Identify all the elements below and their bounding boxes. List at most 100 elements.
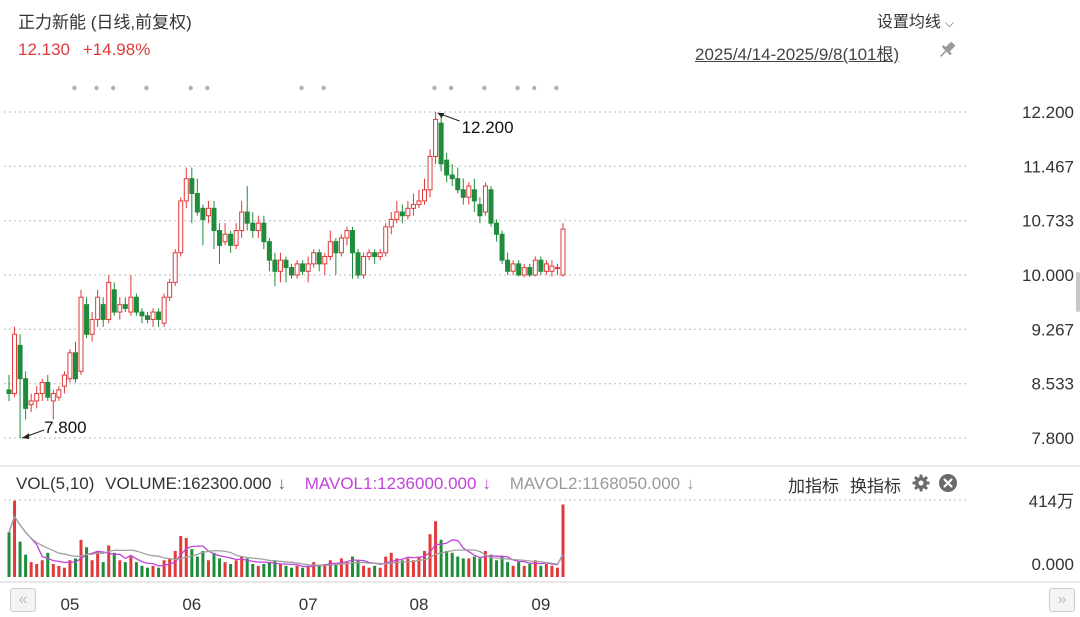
volume-bar [40,560,44,577]
volume-bar [483,550,487,577]
add-indicator-button[interactable]: 加指标 [788,477,839,496]
volume-bar [456,556,460,577]
chevron-right-icon: » [1057,591,1067,608]
candle-body [405,207,411,217]
x-tick-label: 07 [299,595,318,614]
volume-bar [85,547,89,577]
volume-bar [406,558,410,577]
candle-body [261,222,267,243]
volume-bar [450,552,454,577]
date-x-axis: 05 06 07 08 09 [60,595,550,614]
candle-body [383,226,389,254]
scroll-left-button[interactable]: « [10,588,36,612]
y-tick-label: 8.533 [1031,375,1074,394]
candle-body [516,263,522,276]
price-change-percent: +14.98% [82,40,151,59]
candle-body [455,178,461,191]
ma-settings-label: 设置均线 [876,14,941,31]
volume-bar [417,556,421,577]
volume-bar [339,558,343,577]
candle-body [327,241,333,257]
date-range-link[interactable]: 2025/4/14-2025/9/8(101根) [695,45,900,64]
candle-body [460,189,466,198]
volume-bar [195,556,199,577]
candle-body [549,265,555,272]
volume-bar [168,558,172,577]
volume-bar [400,560,404,577]
volume-bar [533,560,537,577]
candle-body [167,281,173,298]
candle-body [311,252,317,265]
y-tick-label: 11.467 [1023,157,1074,176]
candles [6,112,566,438]
volume-bar [295,565,299,577]
price-y-axis: 12.200 11.467 10.733 10.000 9.267 8.533 7.800 [1022,103,1074,448]
volume-bar [251,563,255,577]
volume-bar [362,565,366,577]
candle-body [183,178,189,202]
y-tick-label: 7.800 [1031,429,1074,448]
volume-bar [500,556,504,577]
arrow-down-icon: ↓ [277,474,287,493]
volume-bar [179,536,183,577]
candle-body [244,211,250,224]
volume-bar [18,541,22,577]
event-marker [448,85,454,91]
volume-bar [317,565,321,577]
volume-bar [68,560,72,577]
candle-body [45,381,51,398]
volume-bar [278,563,282,577]
candle-body [433,118,439,157]
volume-bar [395,558,399,577]
candle-body [277,259,283,272]
vol-indicator-name: VOL(5,10) [16,474,95,493]
event-marker [144,85,149,91]
volume-bar [245,558,249,577]
event-marker [554,85,559,91]
candle-body [532,259,538,276]
volume-bar [411,560,415,577]
volume-bar [201,550,205,577]
x-tick-label: 05 [60,595,79,614]
volume-bar [356,560,360,577]
candle-body [100,304,106,320]
candle-body [521,267,527,276]
candle-body [211,207,217,232]
volume-y-axis: 414万 0.000 [1029,492,1074,574]
candle-body [34,393,40,402]
ma-settings-button[interactable]: 设置均线 ⌵ [877,8,954,32]
volume-ma-lines [8,515,564,568]
candle-body [255,222,261,232]
volume-bar [90,560,94,577]
candle-body [128,296,134,313]
candle-body [23,378,29,409]
price-grid [4,111,968,439]
volume-bar [140,565,144,577]
scroll-handle[interactable] [1076,272,1080,312]
volume-bar [206,560,210,577]
y-tick-label: 10.733 [1022,212,1074,231]
candle-body [344,230,350,239]
close-icon[interactable] [938,473,958,493]
candle-body [67,352,73,380]
volume-bar [461,558,465,577]
pin-icon[interactable] [936,39,958,61]
volume-bar [550,565,554,577]
volume-bar [273,560,277,577]
candle-body [150,311,156,320]
x-tick-label: 06 [182,595,201,614]
volume-bar [123,562,127,577]
candle-body [117,304,123,313]
volume-bar [423,550,426,577]
candle-body [266,241,272,261]
event-marker [432,85,437,91]
candle-body [78,296,84,372]
scroll-right-button[interactable]: » [1049,588,1075,612]
candle-body [205,207,211,217]
gear-icon[interactable] [911,473,931,493]
candle-body [349,230,355,254]
switch-indicator-button[interactable]: 换指标 [850,477,901,496]
volume-bar [101,562,105,577]
candle-body [106,281,112,320]
